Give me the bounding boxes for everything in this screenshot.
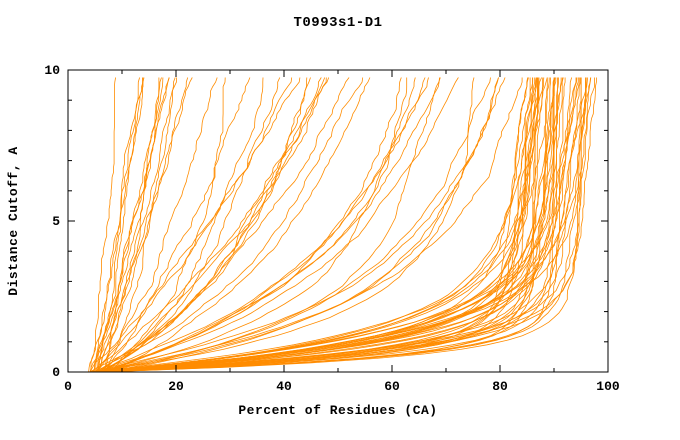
model-curve [89,77,364,372]
y-axis-label: Distance Cutoff, A [6,146,21,295]
model-curve [90,77,582,372]
tick-label: 20 [168,379,184,394]
model-curve [96,77,143,372]
model-curve [103,77,177,372]
model-curve [105,77,564,372]
model-curve [100,77,551,372]
tick-label: 0 [64,379,72,394]
tick-label: 100 [596,379,620,394]
model-curve [89,77,170,372]
model-curve [99,77,548,372]
model-curve [89,77,591,372]
model-curve [88,77,579,372]
model-curve [104,77,538,372]
model-curve [97,77,416,372]
model-curve [97,77,592,372]
model-curve [99,77,459,372]
model-curve [91,77,426,372]
model-curve [92,77,506,372]
tick-label: 10 [44,63,60,78]
model-curve [98,77,534,372]
model-curve [95,77,578,372]
model-curve [111,77,371,372]
model-curve [90,77,475,372]
model-curve [91,77,326,372]
model-curve [104,77,251,372]
model-curve [104,77,176,372]
model-curve [99,77,573,372]
model-curve [97,77,566,372]
model-curve [90,77,499,372]
model-curve [104,77,588,372]
model-curve [90,77,116,372]
model-curves [87,77,597,372]
model-curve [91,77,539,372]
x-axis-label: Percent of Residues (CA) [238,403,437,418]
model-curve [95,77,189,372]
tick-label: 80 [492,379,508,394]
model-curve [102,77,350,372]
model-curve [93,77,144,372]
model-curve [89,77,301,372]
tick-labels: 0 20 40 60 80 100 0 5 10 [44,63,620,394]
model-curve [100,77,327,372]
chart-title: T0993s1-D1 [293,15,382,31]
tick-label: 60 [384,379,400,394]
axis-ticks [67,69,609,373]
model-curve [98,77,595,372]
model-curve [93,77,555,372]
model-curve [92,77,545,372]
model-curve [93,77,293,372]
tick-label: 5 [52,214,60,229]
model-curve [108,77,226,372]
model-curve [106,77,264,372]
model-curve [93,77,441,372]
model-curve [95,77,529,372]
model-curve [100,77,440,372]
model-curve [97,77,330,372]
model-curve [91,77,597,372]
tick-label: 0 [52,365,60,380]
model-curve [96,77,531,372]
model-curve [103,77,582,372]
model-curve [89,77,587,372]
model-curve [99,77,529,372]
model-curve [90,77,563,372]
model-curve [110,77,491,372]
model-curve [93,77,160,372]
model-curve [89,77,542,372]
model-curve [101,77,544,372]
model-curve [87,77,555,372]
model-curve [106,77,550,372]
model-curve [95,77,523,372]
model-curve [106,77,429,372]
tick-label: 40 [276,379,292,394]
model-curve [101,77,311,372]
model-curve [93,77,587,372]
model-curve [103,77,281,372]
model-curve [95,77,218,372]
model-curve [98,77,308,372]
model-curve [98,77,193,372]
model-curve [99,77,408,372]
model-curve [87,77,557,372]
